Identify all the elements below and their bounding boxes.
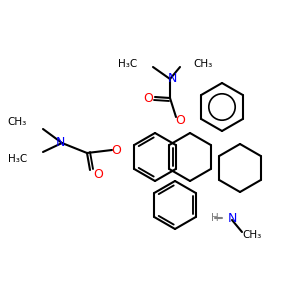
- Text: H: H: [211, 213, 219, 223]
- Text: H₃C: H₃C: [118, 59, 137, 69]
- Text: N: N: [227, 212, 237, 224]
- Text: N: N: [55, 136, 65, 149]
- Text: N: N: [167, 73, 177, 85]
- Text: H₃C: H₃C: [8, 154, 27, 164]
- Text: O: O: [143, 92, 153, 106]
- Text: CH₃: CH₃: [193, 59, 212, 69]
- Text: O: O: [111, 143, 121, 157]
- Text: CH₃: CH₃: [242, 230, 261, 240]
- Text: CH₃: CH₃: [8, 117, 27, 127]
- Text: O: O: [175, 113, 185, 127]
- Text: O: O: [93, 169, 103, 182]
